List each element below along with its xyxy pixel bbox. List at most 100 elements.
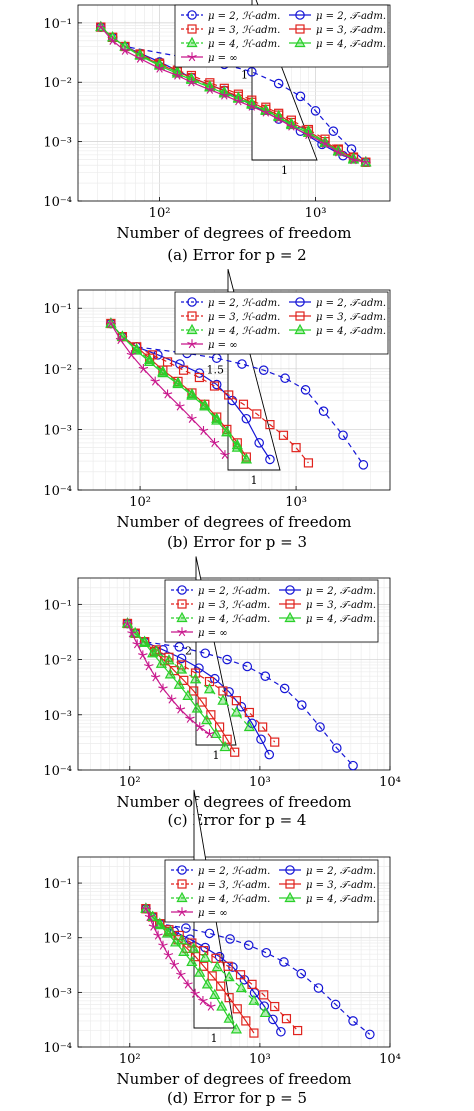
y-tick-label: 10⁻¹ bbox=[43, 598, 72, 613]
data-point-inf bbox=[219, 90, 230, 100]
data-point-t4 bbox=[221, 425, 233, 437]
data-point-t4 bbox=[219, 740, 231, 752]
data-point-inf bbox=[209, 438, 220, 448]
chart-caption: (b) Error for p = 3 bbox=[167, 533, 307, 551]
data-point-t3 bbox=[216, 981, 226, 991]
legend-label-inf: μ = ∞ bbox=[208, 340, 238, 351]
data-point-t3 bbox=[189, 686, 199, 696]
data-point-t4 bbox=[201, 978, 214, 989]
legend-marker-inf bbox=[187, 52, 197, 62]
data-point-t4 bbox=[199, 400, 211, 411]
data-point-t4 bbox=[182, 689, 194, 700]
data-point-t4 bbox=[194, 966, 206, 977]
data-point-t4 bbox=[231, 441, 243, 452]
y-tick-label: 10⁻¹ bbox=[43, 302, 72, 317]
series-inf bbox=[141, 903, 216, 1011]
legend-marker-h4 bbox=[176, 611, 188, 623]
y-tick-label: 10⁻⁴ bbox=[43, 1041, 72, 1056]
data-point-h2 bbox=[300, 385, 311, 395]
legend-marker-h3 bbox=[177, 879, 187, 889]
data-point-h3 bbox=[204, 676, 215, 687]
y-tick-label: 10⁻² bbox=[43, 932, 72, 947]
data-point-t4 bbox=[130, 344, 143, 355]
legend-label-h4: μ = 4, ℋ-adm. bbox=[198, 894, 270, 905]
legend-marker-t2 bbox=[295, 297, 305, 307]
data-point-t3 bbox=[241, 452, 251, 462]
x-tick-label: 10² bbox=[119, 775, 141, 790]
data-point-inf bbox=[361, 157, 371, 167]
legend-label-h3: μ = 3, ℋ-adm. bbox=[198, 880, 270, 891]
series-inf bbox=[122, 618, 215, 739]
data-point-h2 bbox=[310, 106, 321, 116]
data-point-inf bbox=[153, 930, 163, 940]
series-line-h2 bbox=[110, 323, 364, 466]
series-line-t4 bbox=[110, 323, 247, 460]
legend-label-t3: μ = 3, 𝒯-adm. bbox=[306, 600, 376, 611]
data-point-t3 bbox=[214, 722, 225, 732]
data-point-inf bbox=[198, 996, 208, 1006]
data-point-t4 bbox=[173, 678, 185, 689]
data-point-inf bbox=[175, 704, 186, 714]
legend-marker-t4 bbox=[284, 611, 296, 623]
legend-marker-t3 bbox=[295, 311, 305, 321]
data-point-h2 bbox=[243, 940, 254, 950]
data-point-t2 bbox=[276, 1026, 286, 1037]
legend-marker-t2 bbox=[285, 585, 295, 595]
data-point-t4 bbox=[210, 727, 222, 739]
data-point-inf bbox=[220, 450, 230, 460]
legend-label-t4: μ = 4, 𝒯-adm. bbox=[316, 326, 386, 337]
data-point-h2 bbox=[279, 683, 290, 694]
data-point-inf bbox=[348, 155, 359, 165]
legend-label-t2: μ = 2, 𝒯-adm. bbox=[316, 11, 386, 22]
data-point-h3 bbox=[258, 722, 268, 732]
data-point-t3 bbox=[199, 961, 209, 971]
data-point-t4 bbox=[143, 355, 156, 367]
data-point-t4 bbox=[201, 713, 213, 725]
data-point-h3 bbox=[176, 660, 187, 670]
data-point-inf bbox=[204, 729, 215, 739]
data-point-h2 bbox=[181, 923, 191, 933]
data-point-h3 bbox=[265, 420, 275, 430]
data-point-inf bbox=[172, 70, 183, 80]
data-point-inf bbox=[205, 84, 215, 94]
data-point-inf bbox=[141, 903, 151, 913]
data-point-h2 bbox=[225, 934, 235, 944]
data-point-inf bbox=[126, 350, 137, 360]
data-point-t4 bbox=[157, 366, 169, 378]
data-point-t2 bbox=[236, 701, 247, 712]
data-point-h4 bbox=[223, 970, 235, 982]
legend-marker-h2 bbox=[187, 10, 197, 20]
data-point-inf bbox=[115, 335, 126, 345]
x-tick-label: 10³ bbox=[249, 775, 271, 790]
y-tick-label: 10⁻² bbox=[43, 654, 72, 669]
data-point-t2 bbox=[256, 734, 266, 745]
legend-label-t4: μ = 4, 𝒯-adm. bbox=[306, 614, 376, 625]
data-point-h4 bbox=[163, 654, 175, 665]
data-point-h2 bbox=[330, 999, 341, 1010]
data-point-h2 bbox=[279, 957, 289, 967]
data-point-inf bbox=[183, 979, 193, 989]
data-point-t2 bbox=[265, 454, 275, 465]
data-point-t3 bbox=[207, 971, 217, 981]
slope-rise-label: 1 bbox=[241, 69, 248, 82]
data-point-inf bbox=[148, 921, 159, 931]
data-point-t4 bbox=[230, 1023, 243, 1034]
legend-marker-t3 bbox=[285, 879, 295, 889]
legend-marker-t4 bbox=[284, 891, 296, 903]
legend-label-inf: μ = ∞ bbox=[198, 628, 228, 639]
data-point-h3 bbox=[231, 696, 242, 706]
data-point-h2 bbox=[331, 743, 342, 753]
data-point-t3 bbox=[222, 734, 232, 744]
data-point-h4 bbox=[230, 706, 243, 717]
data-point-h2 bbox=[318, 406, 329, 416]
data-point-h2 bbox=[338, 430, 348, 441]
legend-marker-t2 bbox=[285, 865, 295, 875]
data-point-h3 bbox=[291, 443, 301, 453]
legend-marker-t3 bbox=[295, 24, 305, 34]
legend-marker-h4 bbox=[186, 323, 198, 335]
chart-caption: (d) Error for p = 5 bbox=[167, 1089, 307, 1107]
x-tick-label: 10² bbox=[129, 495, 151, 510]
series-t4 bbox=[140, 902, 243, 1034]
legend-label-inf: μ = ∞ bbox=[198, 908, 228, 919]
data-point-inf bbox=[320, 138, 330, 148]
